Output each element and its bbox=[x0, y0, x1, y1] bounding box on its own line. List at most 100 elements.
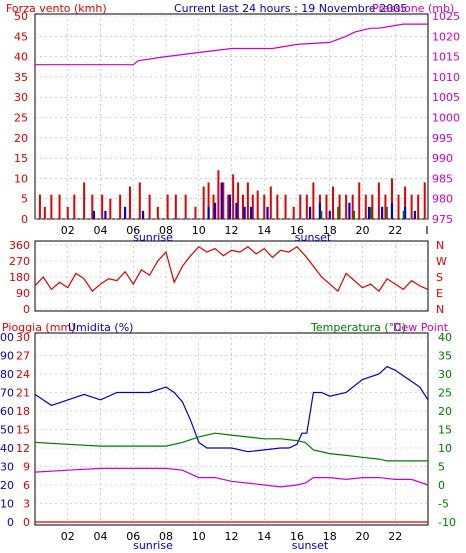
rain-y-tick: 21 bbox=[16, 387, 30, 400]
wind-y-tick: 35 bbox=[14, 71, 28, 84]
humidity-y-tick: 70 bbox=[0, 387, 14, 400]
compass-label: S bbox=[436, 271, 443, 284]
x-tick-label: 04 bbox=[94, 224, 108, 237]
x-tick-label: 20 bbox=[356, 530, 370, 543]
humidity-y-tick: 40 bbox=[0, 442, 14, 455]
humidity-y-tick: 0 bbox=[7, 516, 14, 529]
x-tick-label: 10 bbox=[192, 224, 206, 237]
compass-label: W bbox=[436, 255, 447, 268]
humidity-y-tick: 60 bbox=[0, 405, 14, 418]
temperature-y-tick: -5 bbox=[438, 498, 449, 511]
rain-y-tick: 3 bbox=[23, 498, 30, 511]
direction-y-tick: 0 bbox=[23, 303, 30, 316]
wind-y-tick: 45 bbox=[14, 30, 28, 43]
pressure-axis-title: Pressione (mb) bbox=[372, 2, 454, 15]
rain-y-tick: 9 bbox=[23, 461, 30, 474]
pressure-y-tick: 975 bbox=[432, 213, 453, 226]
direction-y-tick: 360 bbox=[9, 239, 30, 252]
direction-y-tick: 180 bbox=[9, 271, 30, 284]
pressure-y-tick: 1010 bbox=[432, 71, 460, 84]
wind-y-tick: 30 bbox=[14, 91, 28, 104]
pressure-y-tick: 995 bbox=[432, 132, 453, 145]
x-tick-label: 08 bbox=[159, 224, 173, 237]
temperature-y-tick: -10 bbox=[438, 516, 456, 529]
x-tick-label: 14 bbox=[257, 224, 271, 237]
wind-direction-line bbox=[34, 246, 429, 293]
pressure-y-tick: 1020 bbox=[432, 30, 460, 43]
pressure-y-tick: 980 bbox=[432, 193, 453, 206]
temperature-y-tick: 0 bbox=[438, 479, 445, 492]
temperature-y-tick: 20 bbox=[438, 405, 452, 418]
x-tick-label: 02 bbox=[61, 224, 75, 237]
wind-y-tick: 20 bbox=[14, 132, 28, 145]
wind-y-tick: 10 bbox=[14, 172, 28, 185]
compass-label: N bbox=[436, 303, 444, 316]
x-tick-label: 16 bbox=[290, 224, 304, 237]
rain-y-tick: 12 bbox=[16, 442, 30, 455]
direction-y-tick: 270 bbox=[9, 255, 30, 268]
x-tick-label: 18 bbox=[323, 530, 337, 543]
x-tick-label: 08 bbox=[159, 530, 173, 543]
chart-title: Current last 24 hours : 19 Novembre 2005 bbox=[174, 2, 407, 15]
x-tick-label: 18 bbox=[323, 224, 337, 237]
humidity-y-tick: 20 bbox=[0, 479, 14, 492]
rain-y-tick: 15 bbox=[16, 424, 30, 437]
compass-label: E bbox=[436, 287, 443, 300]
rain-y-tick: 18 bbox=[16, 405, 30, 418]
dewpoint-axis-title: Dew Point bbox=[393, 321, 449, 334]
temperature-y-tick: 30 bbox=[438, 368, 452, 381]
temperature-y-tick: 35 bbox=[438, 350, 452, 363]
x-tick-label: 20 bbox=[356, 224, 370, 237]
sunset-label-top: sunset bbox=[295, 231, 332, 244]
temperature-y-tick: 5 bbox=[438, 461, 445, 474]
x-tick-label: 12 bbox=[225, 530, 239, 543]
x-tick-label: 22 bbox=[388, 530, 402, 543]
sunrise-label-bottom: sunrise bbox=[133, 539, 173, 552]
rain-y-tick: 27 bbox=[16, 350, 30, 363]
x-tick-label: 04 bbox=[94, 530, 108, 543]
pressure-y-tick: 1015 bbox=[432, 51, 460, 64]
humidity-y-tick: 100 bbox=[0, 331, 14, 344]
chart-marks: 0202040406060808101012121414161618182020… bbox=[0, 10, 460, 543]
pressure-y-tick: 990 bbox=[432, 152, 453, 165]
humidity-y-tick: 10 bbox=[0, 498, 14, 511]
rain-y-tick: 24 bbox=[16, 368, 30, 381]
x-tick-label: 16 bbox=[290, 530, 304, 543]
temperature-y-tick: 40 bbox=[438, 331, 452, 344]
humidity-y-tick: 30 bbox=[0, 461, 14, 474]
humidity-line bbox=[34, 365, 429, 453]
pressure-y-tick: 1025 bbox=[432, 10, 460, 23]
pressure-y-tick: 1000 bbox=[432, 112, 460, 125]
temperature-y-tick: 25 bbox=[438, 387, 452, 400]
x-tick-label: 12 bbox=[225, 224, 239, 237]
dewpoint-line bbox=[34, 467, 429, 488]
temperature-axis-title: Temperatura (°C) bbox=[310, 321, 406, 334]
x-axis-end-tick: I bbox=[425, 224, 428, 237]
compass-label: N bbox=[436, 239, 444, 252]
humidity-axis-title: Umidita (%) bbox=[68, 321, 133, 334]
rain-y-tick: 30 bbox=[16, 331, 30, 344]
humidity-y-tick: 50 bbox=[0, 424, 14, 437]
wind-y-tick: 15 bbox=[14, 152, 28, 165]
pressure-y-tick: 1005 bbox=[432, 91, 460, 104]
x-tick-label: 06 bbox=[126, 224, 140, 237]
wind-y-tick: 5 bbox=[21, 193, 28, 206]
pressure-y-tick: 985 bbox=[432, 172, 453, 185]
x-tick-label: 22 bbox=[388, 224, 402, 237]
wind-axis-title: Forza vento (kmh) bbox=[6, 2, 107, 15]
temperature-y-tick: 15 bbox=[438, 424, 452, 437]
wind-y-tick: 40 bbox=[14, 51, 28, 64]
rain-y-tick: 0 bbox=[23, 516, 30, 529]
humidity-y-tick: 80 bbox=[0, 368, 14, 381]
x-tick-label: 14 bbox=[257, 530, 271, 543]
wind-y-tick: 0 bbox=[21, 213, 28, 226]
pressure-line bbox=[35, 23, 428, 66]
sunset-label-bottom: sunset bbox=[292, 539, 329, 552]
x-tick-label: 10 bbox=[192, 530, 206, 543]
humidity-y-tick: 90 bbox=[0, 350, 14, 363]
direction-y-tick: 90 bbox=[16, 287, 30, 300]
rain-axis-title: Pioggia (mm) bbox=[2, 321, 75, 334]
x-tick-label: 06 bbox=[126, 530, 140, 543]
